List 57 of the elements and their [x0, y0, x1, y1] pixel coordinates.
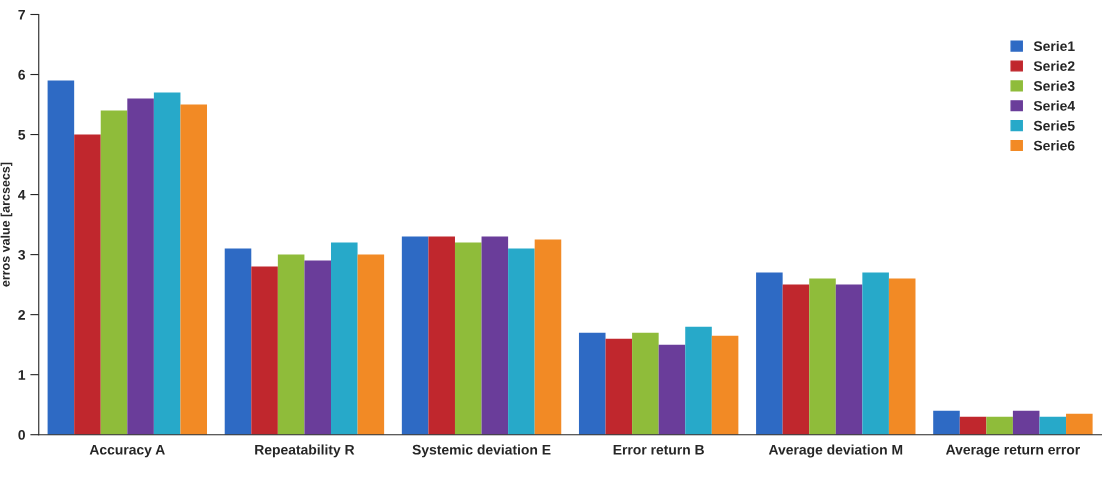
bar	[605, 338, 633, 435]
bar	[304, 260, 331, 435]
y-tick-label: 7	[18, 9, 25, 20]
bar	[782, 284, 810, 435]
y-tick-label: 0	[18, 430, 25, 440]
legend-label: Serie4	[1033, 100, 1075, 111]
bar	[357, 254, 385, 435]
bar	[711, 335, 739, 435]
y-tick-label: 4	[18, 190, 26, 200]
bar	[481, 236, 509, 435]
bar	[180, 104, 208, 435]
bar	[578, 332, 606, 435]
bar	[756, 272, 783, 435]
x-tick-label: Average return error	[945, 444, 1080, 458]
x-tick-label: Repeatability R	[255, 444, 355, 458]
x-tick-label: Error return B	[613, 444, 704, 455]
legend-label: Serie5	[1033, 120, 1075, 131]
bar	[100, 110, 128, 435]
bar	[454, 242, 482, 435]
bar	[47, 80, 75, 435]
y-tick-label: 5	[18, 130, 26, 140]
bar	[1066, 413, 1093, 435]
bar	[888, 278, 916, 435]
y-tick-label: 3	[18, 249, 26, 260]
bar	[1012, 410, 1040, 435]
bar	[330, 242, 358, 435]
legend-label: Serie3	[1033, 80, 1075, 91]
bar	[428, 236, 455, 435]
y-tick-label: 2	[18, 309, 25, 320]
legend-label: Serie1	[1033, 40, 1075, 52]
bar	[534, 239, 562, 435]
x-tick-label: Systemic deviation E	[412, 444, 551, 458]
y-tick-label: 1	[18, 370, 26, 380]
bar	[986, 416, 1013, 435]
bar	[224, 248, 252, 435]
bar	[658, 344, 686, 435]
bar	[809, 278, 836, 435]
bar	[74, 134, 101, 435]
bar	[127, 98, 154, 435]
bar	[632, 332, 659, 435]
bar	[685, 326, 712, 435]
bar	[153, 92, 181, 435]
y-axis-title: erros value [arcsecs]	[0, 162, 13, 287]
bar	[1039, 416, 1067, 435]
x-tick-label: Accuracy A	[89, 444, 165, 458]
y-tick-label: 6	[18, 69, 26, 80]
bar	[835, 284, 863, 435]
bar	[508, 248, 535, 435]
bar	[959, 416, 987, 435]
x-tick-label: Average deviation M	[768, 444, 903, 458]
bar	[862, 272, 889, 435]
bar	[277, 254, 305, 435]
bar	[933, 410, 960, 435]
bar	[251, 266, 278, 435]
legend-label: Serie2	[1033, 60, 1075, 71]
legend-label: Serie6	[1033, 140, 1075, 151]
bar	[401, 236, 429, 435]
